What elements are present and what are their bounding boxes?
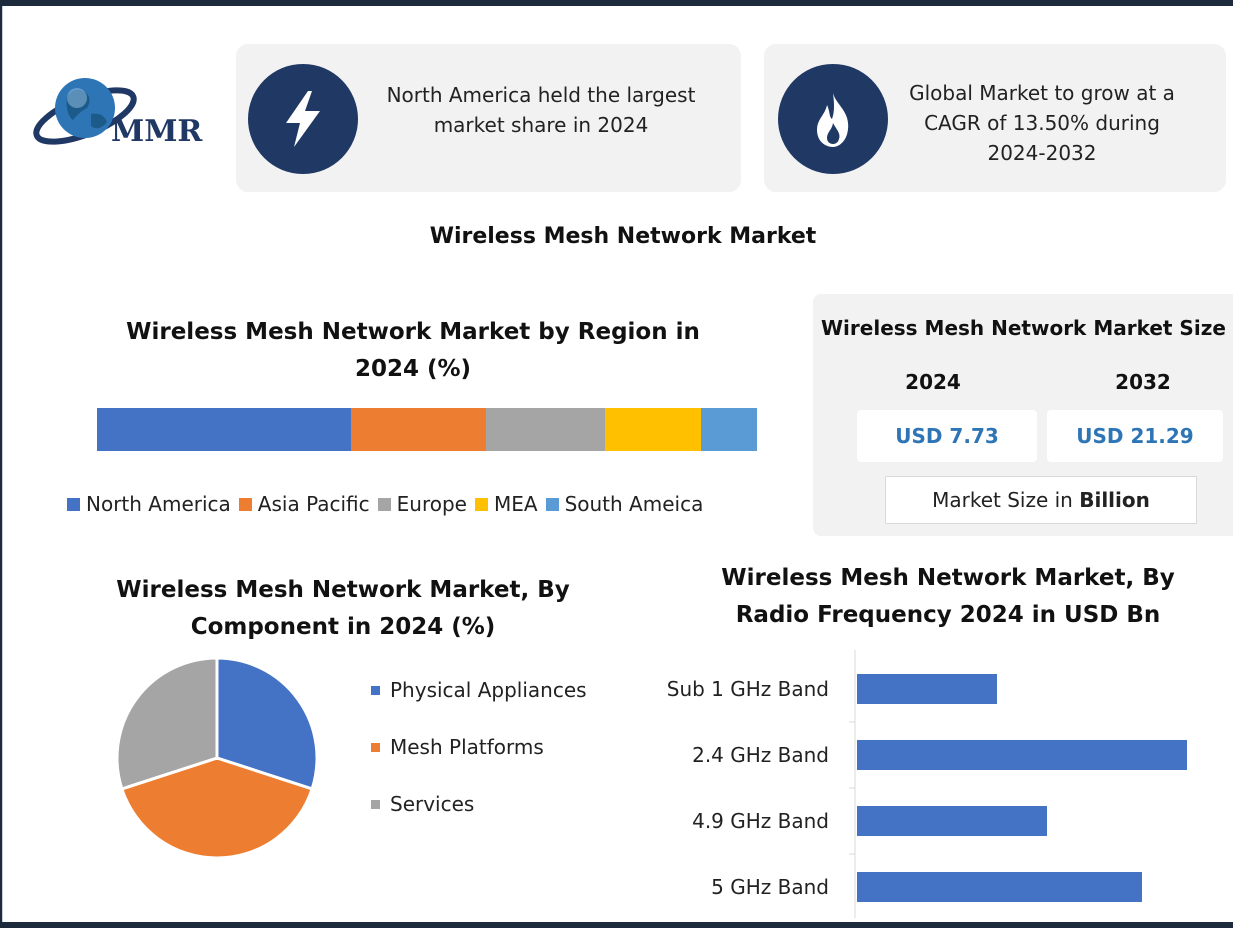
market-size-title: Wireless Mesh Network Market Size [821,316,1226,340]
region-bar-segment [351,408,487,451]
legend-swatch [371,742,380,752]
legend-label: Physical Appliances [390,678,587,702]
legend-swatch [238,497,252,511]
pie-legend-item: Services [371,792,474,816]
frequency-bar [857,740,1187,770]
region-chart-title: Wireless Mesh Network Market by Region i… [126,319,700,382]
main-title: Wireless Mesh Network Market [429,224,817,249]
frequency-category-label: 4.9 GHz Band [692,809,829,833]
logo-text: MMR [111,114,203,149]
legend-label: Services [390,792,475,816]
region-legend-item: Asia Pacific [238,492,370,516]
region-stacked-bar [97,408,757,451]
year-2024-label: 2024 [905,370,961,394]
info-card-cagr: Global Market to grow at a CAGR of 13.50… [764,44,1226,192]
frequency-bar [857,674,997,704]
flame-circle [778,64,888,174]
info-card-cagr-text: Global Market to grow at a CAGR of 13.50… [909,81,1175,165]
region-bar-segment [486,408,606,451]
region-legend-item: South Ameica [545,492,704,516]
frequency-bar [857,806,1047,836]
pie-legend-item: Mesh Platforms [371,735,544,759]
frequency-chart-title: Wireless Mesh Network Market, By Radio F… [721,565,1175,628]
info-card-region: North America held the largest market sh… [236,44,741,192]
frequency-bar [857,872,1142,902]
legend-swatch [474,497,488,511]
region-legend: North America Asia Pacific Europe MEA South … [67,490,787,518]
legend-swatch [371,799,380,809]
market-size-note-prefix: Market Size in [932,488,1080,512]
mmr-logo: MMR [23,68,223,158]
frequency-category-label: 2.4 GHz Band [692,743,829,767]
legend-swatch [377,497,391,511]
frequency-bar-chart: Sub 1 GHz Band 2.4 GHz Band 4.9 GHz Band 5 … [667,650,1187,918]
region-legend-item: Europe [377,492,467,516]
legend-label: North America [86,492,231,516]
pie-slice [120,756,314,860]
market-size-note-bold: Billion [1079,488,1150,512]
legend-swatch [371,685,380,695]
component-chart-title: Wireless Mesh Network Market, By Compone… [116,577,570,640]
legend-label: MEA [493,492,538,516]
flame-icon [817,93,849,147]
frequency-category-label: Sub 1 GHz Band [667,677,829,701]
legend-label: South Ameica [564,492,704,516]
legend-label: Asia Pacific [257,492,370,516]
value-2032: USD 21.29 [1047,410,1223,462]
region-bar-segment [700,408,757,451]
component-pie-chart [115,656,319,860]
frequency-category-label: 5 GHz Band [711,875,829,899]
region-legend-item: North America [67,492,231,516]
lightning-circle [248,64,358,174]
info-card-region-text: North America held the largest market sh… [386,83,696,137]
year-2032-label: 2032 [1115,370,1171,394]
component-legend: Physical Appliances Mesh Platforms Service… [371,678,621,838]
legend-swatch [67,497,80,511]
market-size-panel: Wireless Mesh Network Market Size 2024 2… [813,294,1233,536]
lightning-icon [286,91,320,147]
region-bar-segment [605,408,701,451]
legend-label: Mesh Platforms [390,735,544,759]
value-2024: USD 7.73 [857,410,1037,462]
infographic-frame: MMR North America held the largest marke… [2,6,1233,922]
legend-swatch [545,497,559,511]
pie-slice [115,656,219,791]
globe-icon [33,78,137,145]
legend-label: Europe [396,492,467,516]
market-size-note: Market Size in Billion [885,476,1197,524]
region-bar-segment [97,408,352,451]
pie-slice [215,656,319,791]
pie-legend-item: Physical Appliances [371,678,587,702]
region-legend-item: MEA [474,492,538,516]
